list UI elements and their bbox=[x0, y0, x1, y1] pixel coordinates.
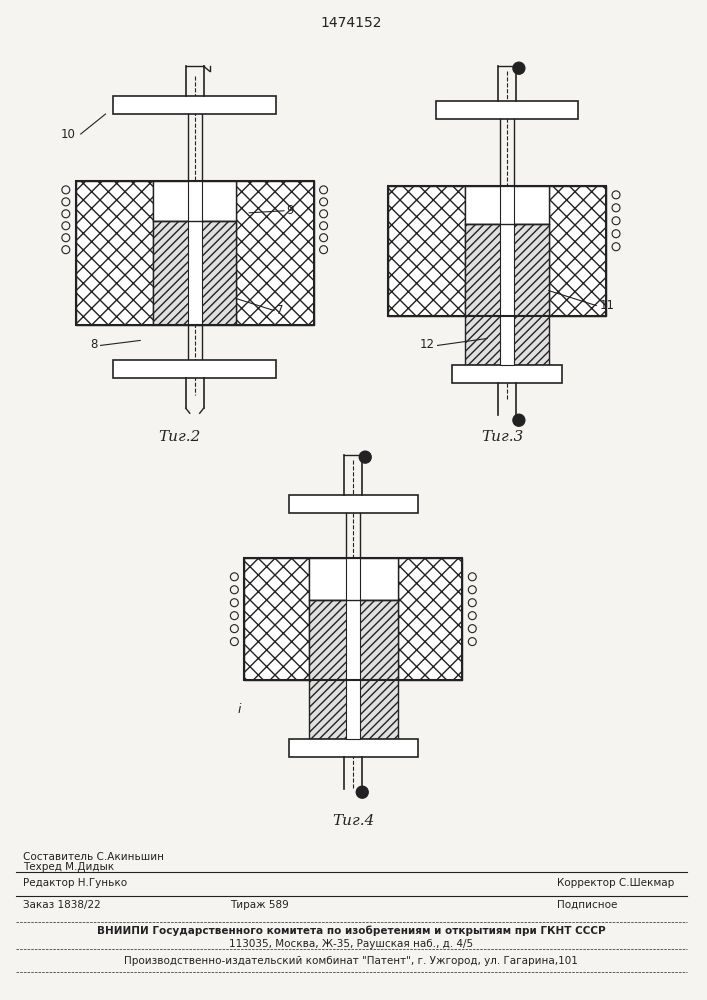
Circle shape bbox=[359, 451, 371, 463]
Text: Редактор Н.Гунько: Редактор Н.Гунько bbox=[23, 878, 127, 888]
Circle shape bbox=[513, 414, 525, 426]
Bar bbox=[465, 186, 549, 224]
Text: 113035, Москва, Ж-35, Раушская наб., д. 4/5: 113035, Москва, Ж-35, Раушская наб., д. … bbox=[229, 939, 474, 949]
Bar bbox=[388, 186, 465, 316]
Bar bbox=[388, 186, 606, 316]
Text: Тираж 589: Тираж 589 bbox=[230, 900, 288, 910]
Bar bbox=[153, 181, 236, 221]
Bar bbox=[76, 181, 153, 325]
Bar bbox=[436, 101, 578, 119]
Bar bbox=[500, 186, 514, 365]
Bar bbox=[113, 360, 276, 378]
Bar bbox=[452, 365, 561, 383]
Text: Τиг.4: Τиг.4 bbox=[332, 814, 375, 828]
Bar bbox=[188, 181, 201, 325]
Bar bbox=[153, 221, 236, 325]
Text: 11: 11 bbox=[600, 299, 614, 312]
Text: Техред М.Дидык: Техред М.Дидык bbox=[23, 862, 115, 872]
Bar bbox=[245, 558, 309, 680]
Text: i: i bbox=[238, 703, 241, 716]
Text: 8: 8 bbox=[90, 338, 98, 351]
Text: 1474152: 1474152 bbox=[320, 16, 382, 30]
Text: Подписное: Подписное bbox=[556, 900, 617, 910]
Circle shape bbox=[356, 786, 368, 798]
Bar bbox=[309, 558, 398, 600]
Text: Производственно-издательский комбинат "Патент", г. Ужгород, ул. Гагарина,101: Производственно-издательский комбинат "П… bbox=[124, 956, 578, 966]
Text: Составитель С.Акиньшин: Составитель С.Акиньшин bbox=[23, 852, 164, 862]
Text: 10: 10 bbox=[61, 128, 76, 141]
Bar bbox=[245, 558, 462, 680]
Circle shape bbox=[513, 62, 525, 74]
Text: ВНИИПИ Государственного комитета по изобретениям и открытиям при ГКНТ СССР: ВНИИПИ Государственного комитета по изоб… bbox=[97, 926, 606, 936]
Bar bbox=[549, 186, 606, 316]
Text: Корректор С.Шекмар: Корректор С.Шекмар bbox=[556, 878, 674, 888]
Bar bbox=[465, 224, 549, 365]
Text: 12: 12 bbox=[420, 338, 435, 351]
Bar bbox=[113, 96, 276, 114]
Text: Τиг.2: Τиг.2 bbox=[158, 430, 201, 444]
Bar bbox=[289, 739, 418, 757]
Bar bbox=[76, 181, 314, 325]
Text: 7: 7 bbox=[276, 304, 284, 317]
Bar bbox=[289, 495, 418, 513]
Bar bbox=[346, 558, 361, 739]
Text: 9: 9 bbox=[286, 204, 293, 217]
Bar bbox=[309, 600, 398, 739]
Bar bbox=[398, 558, 462, 680]
Text: Τиг.3: Τиг.3 bbox=[481, 430, 523, 444]
Bar bbox=[236, 181, 314, 325]
Text: Заказ 1838/22: Заказ 1838/22 bbox=[23, 900, 101, 910]
